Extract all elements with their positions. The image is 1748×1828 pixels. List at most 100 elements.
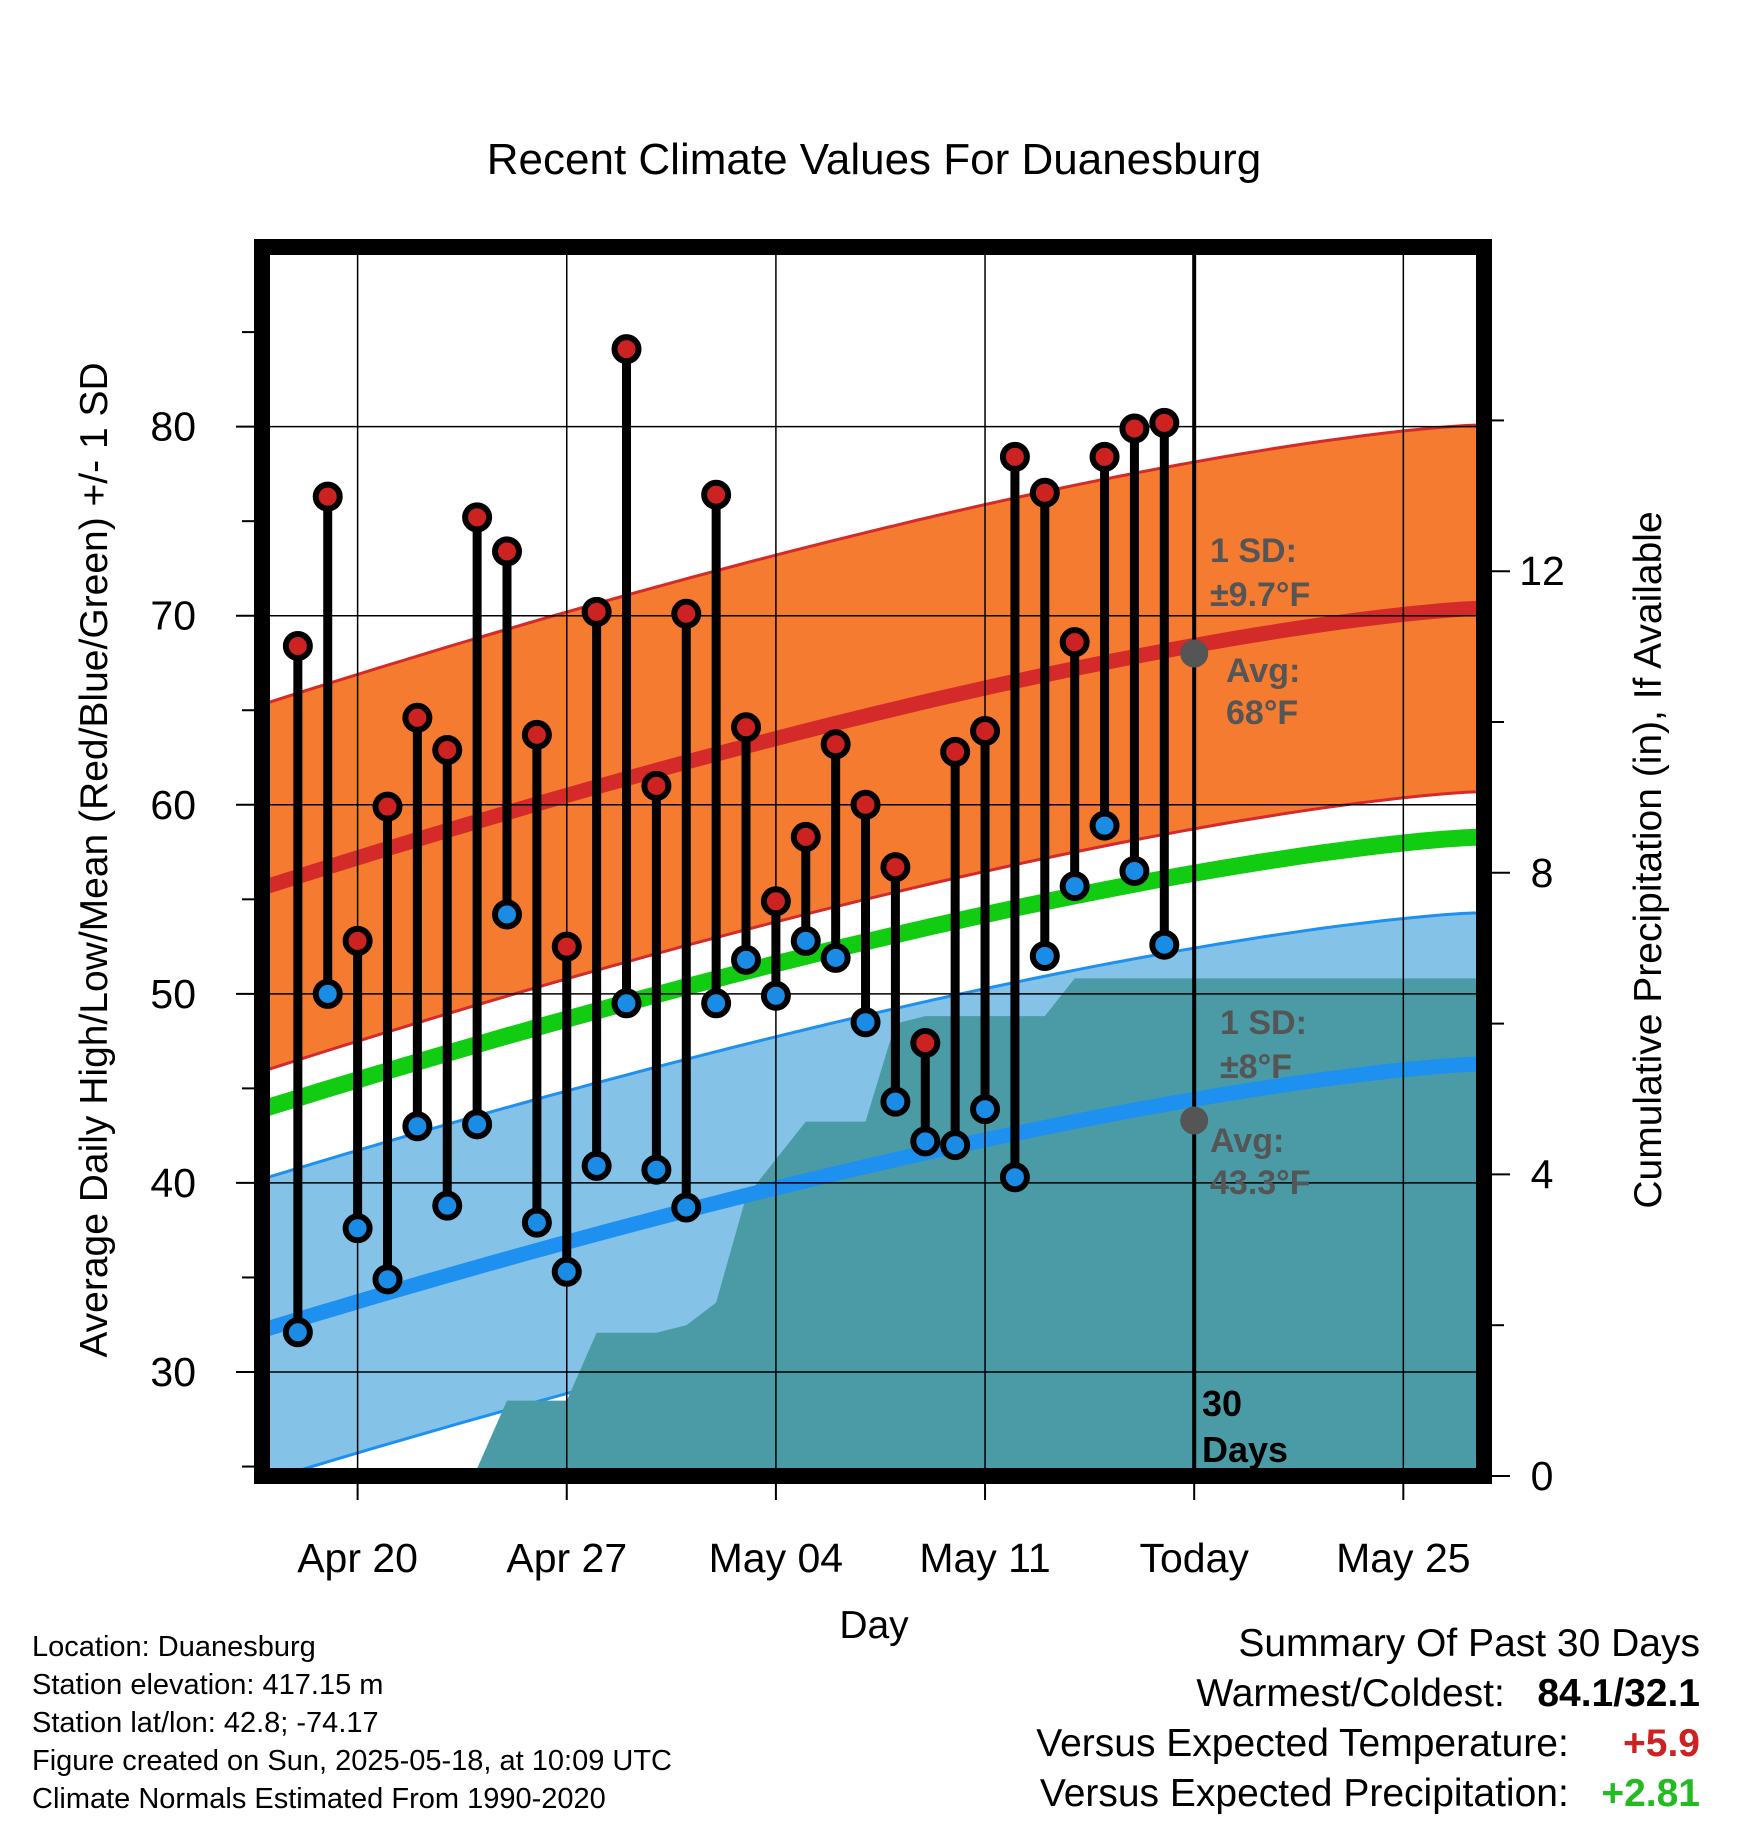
y-tick-label: 40 [150, 1160, 196, 1206]
daily-high-point [581, 596, 612, 627]
y-tick-label: 80 [150, 404, 196, 450]
daily-high-point [1089, 441, 1120, 472]
precip-label: Versus Expected Precipitation: [1039, 1772, 1569, 1815]
daily-high-point [1119, 413, 1150, 444]
low-avg-label: Avg: [1210, 1122, 1284, 1160]
daily-high-point [641, 770, 672, 801]
daily-high-point [521, 719, 552, 750]
daily-low-point [372, 1264, 403, 1295]
y-tick-label: 70 [150, 593, 196, 639]
daily-low-point [491, 899, 522, 930]
y2-tick-label: 4 [1531, 1151, 1554, 1197]
daily-low-point [1059, 871, 1090, 902]
info-location: Location: Duanesburg [32, 1631, 316, 1663]
daily-low-point [790, 925, 821, 956]
daily-high-point [850, 789, 881, 820]
daily-high-point [551, 931, 582, 962]
chart-title: Recent Climate Values For Duanesburg [487, 135, 1261, 184]
daily-low-point [731, 944, 762, 975]
y2-tick-label: 12 [1519, 548, 1565, 594]
y-axis-label-left: Average Daily High/Low/Mean (Red/Blue/Gr… [73, 362, 116, 1357]
daily-low-point [671, 1192, 702, 1223]
daily-low-point [312, 978, 343, 1009]
daily-high-point [970, 716, 1001, 747]
high-annotation: 1 SD: ±9.7°F Avg: 68°F [1210, 532, 1310, 732]
x-axis-label: Day [839, 1604, 909, 1647]
daily-high-point [940, 736, 971, 767]
daily-low-point [1029, 941, 1060, 972]
daily-low-point [611, 988, 642, 1019]
daily-high-point [402, 702, 433, 733]
summary-heading: Summary Of Past 30 Days [1238, 1622, 1700, 1665]
daily-high-point [462, 502, 493, 533]
daily-low-point [462, 1109, 493, 1140]
daily-low-point [551, 1256, 582, 1287]
daily-high-point [790, 821, 821, 852]
x-tick-label: May 11 [919, 1535, 1050, 1581]
daily-high-point [372, 791, 403, 822]
today-days-word: Days [1202, 1429, 1288, 1470]
y2-tick-label: 8 [1531, 850, 1554, 896]
high-sd-label: 1 SD: [1210, 532, 1297, 570]
plot-content [262, 247, 1484, 1476]
daily-high-point [1149, 407, 1180, 438]
x-tick-label: May 25 [1336, 1535, 1470, 1581]
high-avg-label: Avg: [1226, 652, 1300, 690]
today-annotation: 30 Days [1202, 1383, 1288, 1470]
info-normals: Climate Normals Estimated From 1990-2020 [32, 1783, 606, 1815]
y2-tick-label: 0 [1531, 1453, 1554, 1499]
y-tick-label: 50 [150, 971, 196, 1017]
daily-low-point [999, 1162, 1030, 1193]
plot-area: 30 40 50 60 70 80 0 4 8 12 Apr 20 Apr 27 May 04 May 1… [150, 239, 1565, 1581]
daily-high-point [1059, 627, 1090, 658]
high-sd-upper-edge [262, 423, 1484, 707]
info-created: Figure created on Sun, 2025-05-18, at 10… [32, 1745, 672, 1777]
daily-low-point [282, 1317, 313, 1348]
today-high-avg-marker [1180, 639, 1209, 668]
daily-high-point [432, 734, 463, 765]
daily-low-point [641, 1154, 672, 1185]
daily-high-point [820, 729, 851, 760]
high-avg-value: 68°F [1226, 694, 1298, 732]
daily-low-point [1149, 929, 1180, 960]
temp-label: Versus Expected Temperature: [1036, 1722, 1569, 1765]
daily-high-point [491, 536, 522, 567]
x-tick-label: Apr 27 [506, 1535, 627, 1581]
summary-warm-cold: Warmest/Coldest: 84.1/32.1 [1196, 1672, 1700, 1716]
y-axis-label-right: Cumulative Precipitation (in), If Availa… [1627, 511, 1670, 1208]
daily-low-point [850, 1007, 881, 1038]
warm-cold-value: 84.1/32.1 [1537, 1672, 1700, 1715]
low-annotation: 1 SD: ±8°F Avg: 43.3°F [1210, 1004, 1311, 1202]
daily-high-point [880, 852, 911, 883]
daily-low-point [820, 942, 851, 973]
mean-line [262, 828, 1484, 1118]
daily-high-point [701, 479, 732, 510]
today-low-avg-marker [1180, 1106, 1209, 1135]
temp-value: +5.9 [1623, 1722, 1700, 1765]
high-sd-value: ±9.7°F [1210, 576, 1310, 614]
low-avg-line [262, 1056, 1484, 1338]
daily-high-point [611, 334, 642, 365]
daily-low-point [880, 1086, 911, 1117]
daily-low-point [521, 1207, 552, 1238]
low-sd-value: ±8°F [1220, 1048, 1292, 1086]
today-days-number: 30 [1202, 1383, 1242, 1424]
info-elevation: Station elevation: 417.15 m [32, 1669, 384, 1701]
daily-high-point [671, 598, 702, 629]
daily-high-point [282, 630, 313, 661]
info-latlon: Station lat/lon: 42.8; -74.17 [32, 1707, 379, 1739]
summary-temp: Versus Expected Temperature: +5.9 [1036, 1722, 1700, 1766]
warm-cold-label: Warmest/Coldest: [1196, 1672, 1505, 1715]
station-info: Location: Duanesburg Station elevation: … [32, 1628, 672, 1818]
y-tick-label: 30 [150, 1349, 196, 1395]
daily-low-point [402, 1111, 433, 1142]
daily-low-point [1119, 855, 1150, 886]
daily-low-point [581, 1150, 612, 1181]
daily-low-point [760, 980, 791, 1011]
daily-high-point [312, 481, 343, 512]
precip-value: +2.81 [1601, 1772, 1700, 1815]
daily-low-point [970, 1094, 1001, 1125]
low-avg-value: 43.3°F [1210, 1164, 1311, 1202]
x-tick-label: May 04 [709, 1535, 843, 1581]
x-tick-label: Today [1139, 1535, 1249, 1581]
